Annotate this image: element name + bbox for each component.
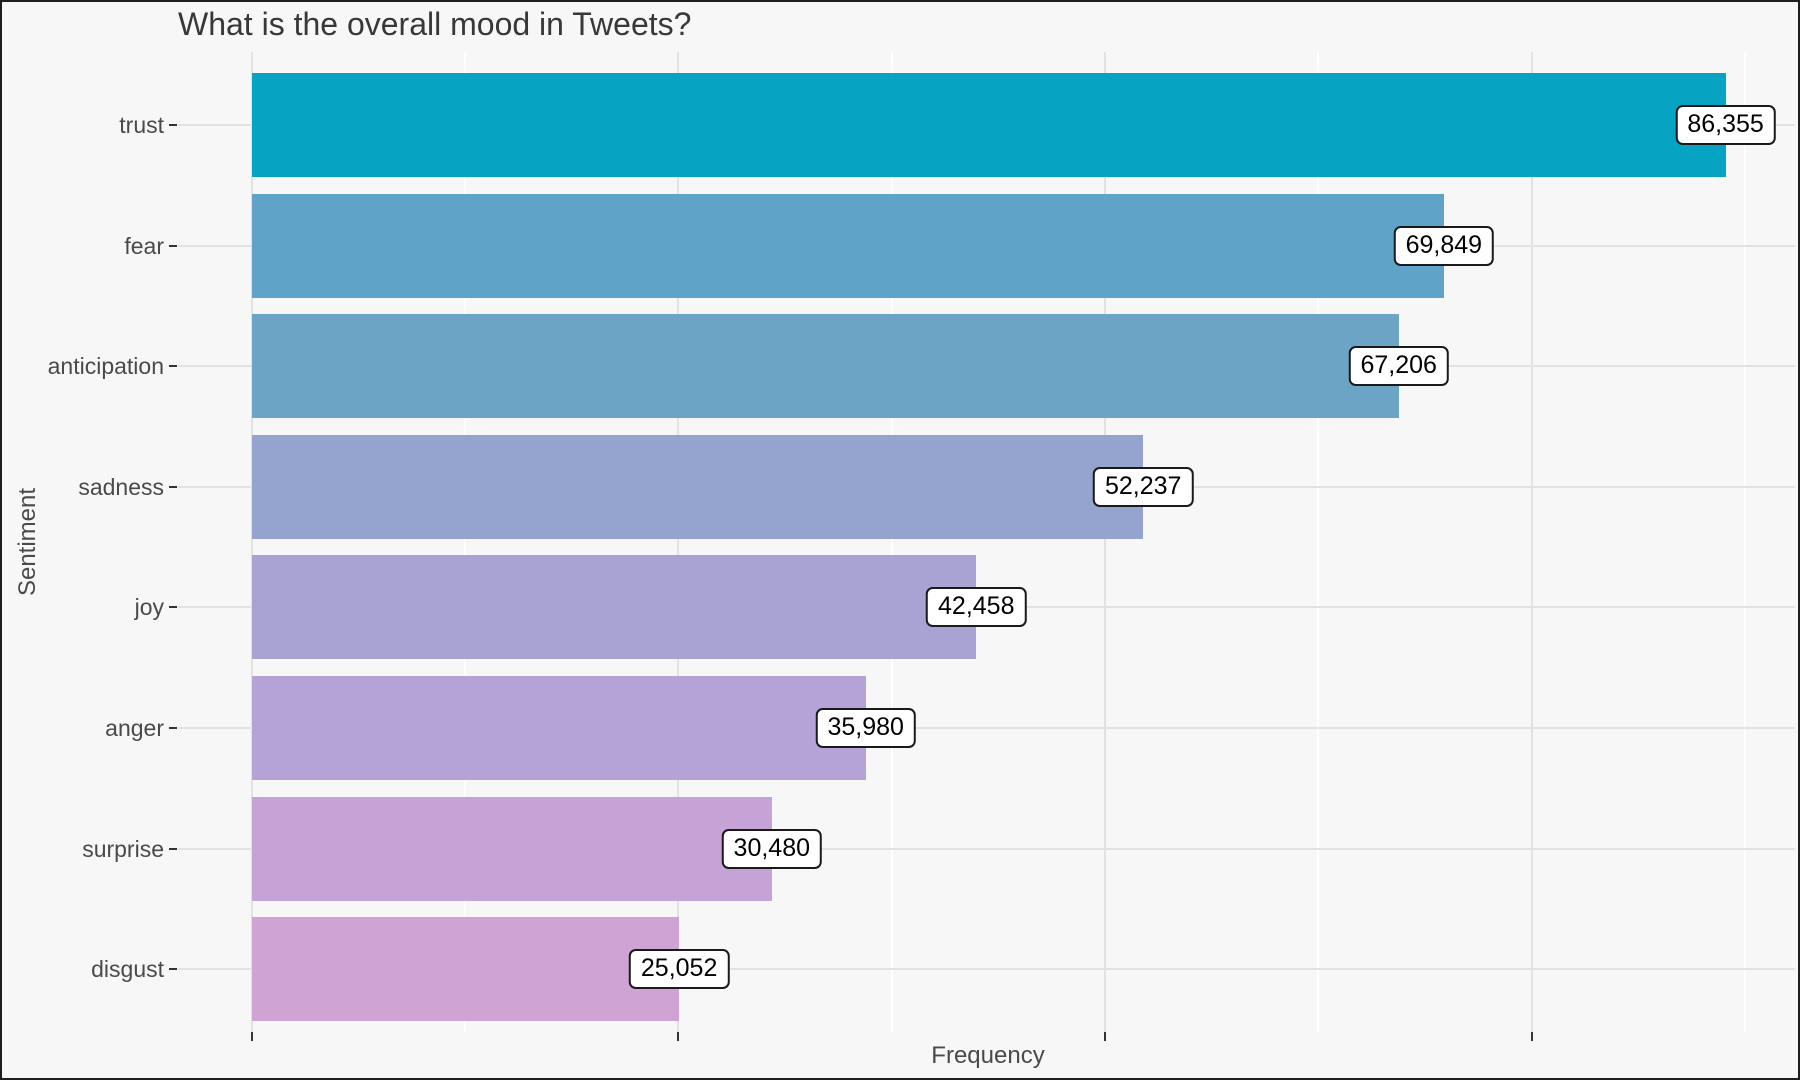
y-axis-category-label: trust bbox=[119, 112, 164, 138]
x-axis-title: Frequency bbox=[931, 1042, 1045, 1069]
gridline-major-vertical bbox=[250, 52, 253, 1032]
value-label-anticipation: 67,206 bbox=[1348, 346, 1449, 387]
x-axis-tick bbox=[1104, 1032, 1106, 1041]
value-label-fear: 69,849 bbox=[1393, 225, 1495, 266]
gridline-minor-vertical bbox=[463, 52, 466, 1032]
y-axis-category-label: joy bbox=[134, 594, 164, 621]
y-axis-title: Sentiment bbox=[14, 487, 41, 597]
gridline-horizontal bbox=[178, 847, 1795, 850]
gridline-horizontal bbox=[178, 727, 1795, 729]
chart-title: What is the overall mood in Tweets? bbox=[178, 6, 692, 42]
y-axis-tick bbox=[169, 847, 177, 850]
value-label-anger: 35,980 bbox=[815, 708, 916, 748]
y-axis-category-label: anger bbox=[105, 715, 164, 741]
value-label-trust: 86,355 bbox=[1675, 105, 1776, 145]
x-axis-tick bbox=[250, 1032, 253, 1041]
x-axis-tick bbox=[677, 1032, 680, 1041]
bar-trust bbox=[251, 73, 1726, 177]
y-axis-tick bbox=[169, 606, 177, 609]
value-label-disgust: 25,052 bbox=[628, 949, 730, 990]
bar-disgust bbox=[251, 917, 680, 1022]
gridline-major-vertical bbox=[677, 52, 680, 1032]
value-label-sadness: 52,237 bbox=[1092, 466, 1194, 507]
gridline-minor-vertical bbox=[1744, 52, 1747, 1032]
x-axis-tick bbox=[1530, 1032, 1533, 1041]
bar-anger bbox=[251, 676, 866, 780]
value-label-joy: 42,458 bbox=[926, 587, 1027, 628]
gridline-horizontal bbox=[178, 968, 1795, 971]
bar-fear bbox=[251, 193, 1444, 298]
bar-anticipation bbox=[251, 314, 1399, 419]
y-axis-tick bbox=[169, 365, 177, 368]
y-axis-category-label: fear bbox=[124, 232, 164, 259]
y-axis-category-label: disgust bbox=[91, 956, 164, 983]
y-axis-tick bbox=[169, 244, 177, 247]
y-axis-category-label: surprise bbox=[82, 835, 164, 862]
gridline-major-vertical bbox=[1104, 52, 1106, 1032]
y-axis-tick bbox=[169, 727, 177, 729]
y-axis-tick bbox=[169, 124, 177, 126]
value-label-surprise: 30,480 bbox=[721, 828, 823, 869]
bar-sadness bbox=[251, 434, 1144, 539]
y-axis-category-label: sadness bbox=[78, 473, 164, 500]
y-axis-category-label: anticipation bbox=[47, 353, 164, 380]
bar-joy bbox=[251, 555, 977, 660]
y-axis-tick bbox=[169, 968, 177, 971]
gridline-minor-vertical bbox=[1317, 52, 1320, 1032]
y-axis-tick bbox=[169, 485, 177, 488]
gridline-major-vertical bbox=[1530, 52, 1533, 1032]
bar-surprise bbox=[251, 796, 772, 901]
gridline-minor-vertical bbox=[890, 52, 893, 1032]
